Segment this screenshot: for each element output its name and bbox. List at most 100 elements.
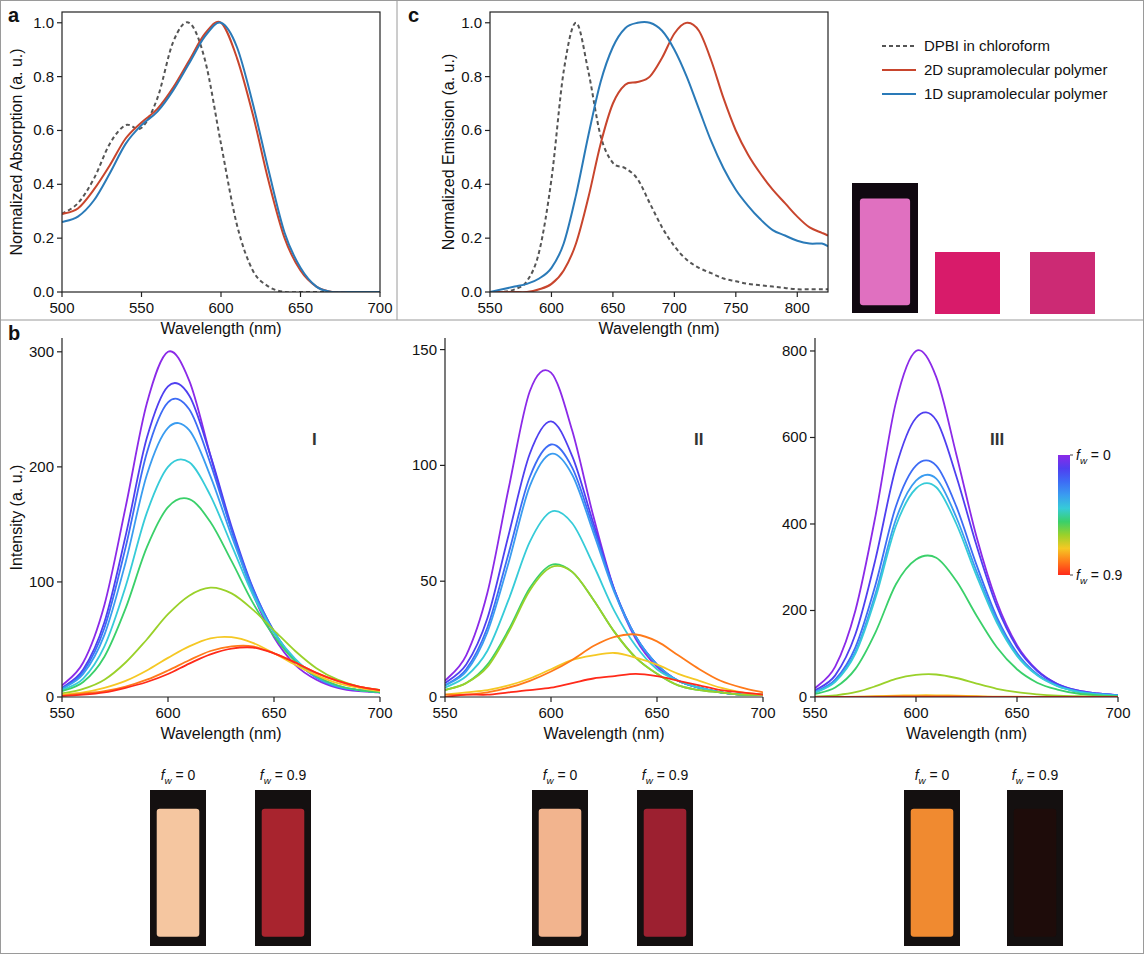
series-line xyxy=(815,695,1118,697)
x-axis-title: Wavelength (nm) xyxy=(598,320,719,337)
y-tick xyxy=(57,76,62,77)
y-tick xyxy=(485,130,490,131)
legend-label: 1D supramolecular polymer xyxy=(924,85,1107,102)
y-tick-label: 0.0 xyxy=(33,283,54,300)
x-tick xyxy=(656,697,657,702)
panel-letter: a xyxy=(8,4,20,26)
photo xyxy=(1030,252,1095,314)
x-tick-label: 550 xyxy=(477,299,502,316)
text-part: = 0.9 xyxy=(1023,767,1059,783)
y-axis-line xyxy=(61,338,62,697)
x-axis-title: Wavelength (nm) xyxy=(160,725,281,742)
panel-letter: c xyxy=(408,4,419,26)
series-line xyxy=(62,423,380,692)
y-tick-label: 600 xyxy=(782,428,807,445)
plot-frame xyxy=(490,12,828,292)
y-tick xyxy=(440,696,445,697)
x-tick xyxy=(220,292,221,297)
series-line xyxy=(815,412,1118,695)
y-tick xyxy=(57,351,62,352)
series-line xyxy=(490,22,828,292)
series-line xyxy=(445,634,763,695)
text-part: = 0 xyxy=(926,767,950,783)
series-line xyxy=(490,23,828,292)
series-line xyxy=(62,459,380,692)
legend-swatch xyxy=(882,69,916,71)
y-tick-label: 200 xyxy=(29,458,54,475)
y-tick xyxy=(57,696,62,697)
plot-frame xyxy=(62,12,380,292)
x-tick xyxy=(1117,697,1118,702)
y-tick xyxy=(810,350,815,351)
photo-label: fw = 0.9 xyxy=(260,767,307,786)
y-tick-label: 1.0 xyxy=(461,14,482,31)
series-line xyxy=(62,637,380,695)
x-tick-label: 600 xyxy=(539,299,564,316)
plot-lines xyxy=(62,22,380,292)
x-axis-title: Wavelength (nm) xyxy=(906,725,1027,742)
series-line xyxy=(490,23,828,292)
y-tick xyxy=(485,291,490,292)
series-line xyxy=(62,351,380,692)
y-tick xyxy=(440,349,445,350)
y-tick-label: 1.0 xyxy=(33,14,54,31)
y-tick xyxy=(57,22,62,23)
photo-sample xyxy=(539,809,582,937)
photo xyxy=(904,790,960,946)
x-tick-label: 750 xyxy=(723,299,748,316)
photo xyxy=(255,790,311,946)
series-line xyxy=(445,444,763,695)
x-tick xyxy=(141,292,142,297)
x-tick xyxy=(489,292,490,297)
x-tick xyxy=(797,292,798,297)
y-tick xyxy=(485,238,490,239)
y-tick xyxy=(57,291,62,292)
series-line xyxy=(815,483,1118,696)
y-tick xyxy=(440,465,445,466)
series-line xyxy=(445,566,763,695)
x-tick xyxy=(61,292,62,297)
plot-lines xyxy=(62,351,380,696)
series-line xyxy=(62,22,380,292)
plot-lines xyxy=(445,370,763,697)
y-tick xyxy=(57,238,62,239)
y-tick-label: 0 xyxy=(799,688,807,705)
text-part: = 0 xyxy=(1087,447,1111,463)
series-line xyxy=(445,511,763,695)
y-tick-label: 0.0 xyxy=(461,283,482,300)
photo xyxy=(935,252,1000,314)
photo xyxy=(852,183,918,313)
x-tick-label: 700 xyxy=(662,299,687,316)
y-tick-label: 300 xyxy=(29,343,54,360)
x-tick xyxy=(379,697,380,702)
series-line xyxy=(815,555,1118,696)
y-tick xyxy=(485,76,490,77)
x-tick-label: 700 xyxy=(750,704,775,721)
y-tick-label: 800 xyxy=(782,342,807,359)
x-tick-label: 600 xyxy=(903,704,928,721)
x-tick-label: 650 xyxy=(1004,704,1029,721)
legend-label: DPBI in chloroform xyxy=(924,37,1050,54)
y-tick-label: 0 xyxy=(429,688,437,705)
y-tick-label: 400 xyxy=(782,515,807,532)
x-tick-label: 600 xyxy=(538,704,563,721)
x-axis-line xyxy=(815,696,1118,697)
y-tick-label: 0.4 xyxy=(461,175,482,192)
x-tick xyxy=(1016,697,1017,702)
x-tick-label: 650 xyxy=(644,704,669,721)
y-tick xyxy=(810,523,815,524)
y-axis-title: Normalized Absorption (a. u.) xyxy=(8,48,25,255)
x-tick xyxy=(551,292,552,297)
x-axis-title: Wavelength (nm) xyxy=(543,725,664,742)
y-tick xyxy=(440,581,445,582)
y-tick-label: 0.4 xyxy=(33,175,54,192)
series-line xyxy=(815,350,1118,695)
photo-label: fw = 0 xyxy=(543,767,578,786)
y-tick-label: 100 xyxy=(412,456,437,473)
series-line xyxy=(62,383,380,692)
x-tick xyxy=(379,292,380,297)
y-axis-title: Normalized Emission (a. u.) xyxy=(440,54,457,251)
y-tick-label: 200 xyxy=(782,601,807,618)
x-axis-line xyxy=(445,696,763,697)
series-line xyxy=(815,460,1118,695)
